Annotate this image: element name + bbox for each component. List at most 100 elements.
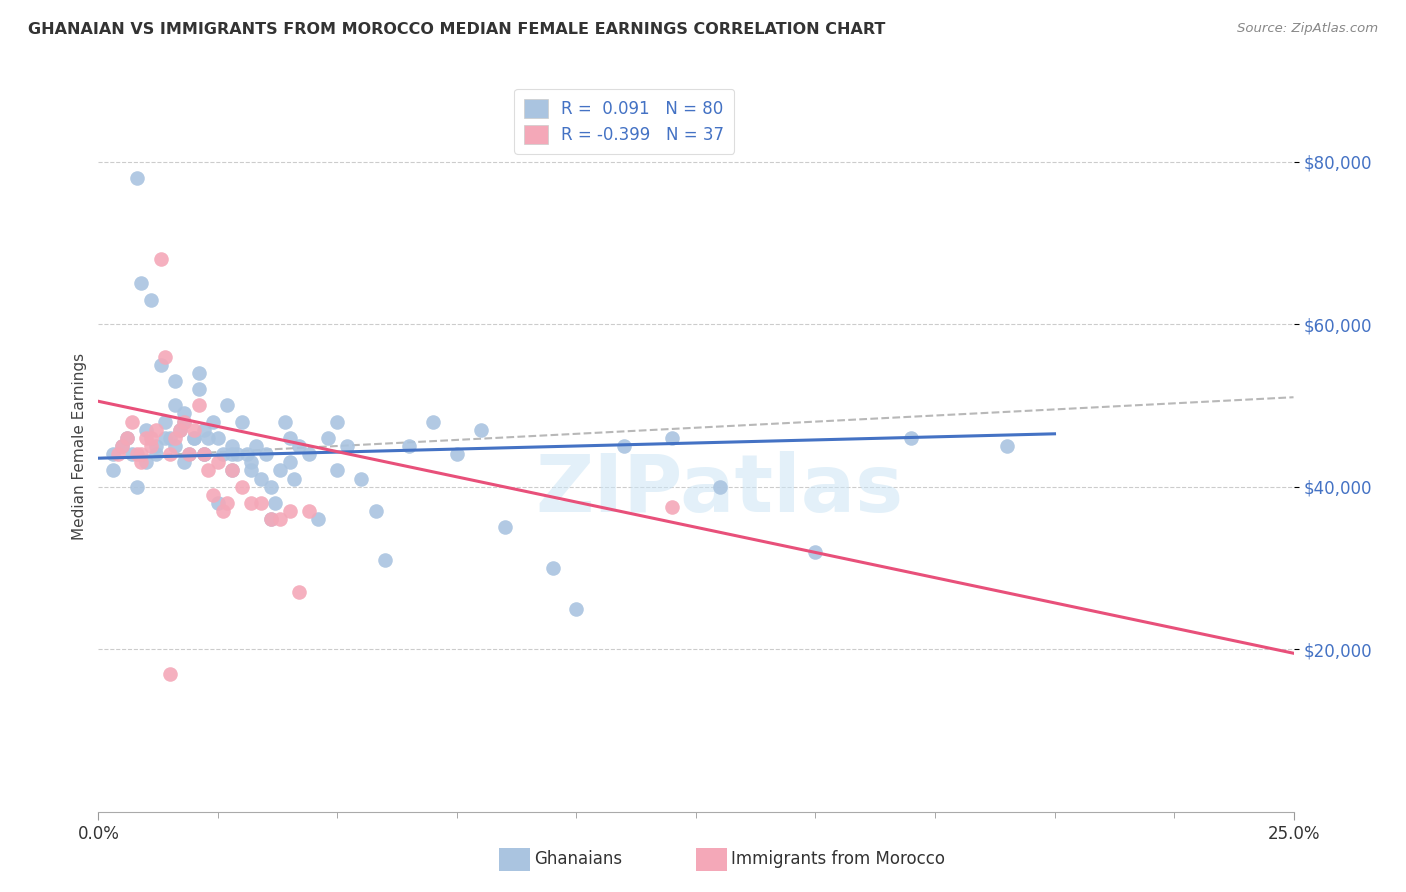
Point [661, 500, 683, 514]
Point [326, 415, 349, 429]
Point [231, 480, 253, 494]
Point [202, 488, 225, 502]
Point [207, 496, 229, 510]
Point [125, 480, 148, 494]
Point [398, 439, 420, 453]
Point [107, 447, 129, 461]
Point [804, 544, 827, 558]
Point [139, 293, 162, 307]
Point [422, 415, 444, 429]
Point [101, 447, 124, 461]
Point [121, 447, 143, 461]
Point [221, 463, 243, 477]
Text: Ghanaians: Ghanaians [534, 850, 623, 868]
Point [173, 455, 195, 469]
Point [125, 447, 148, 461]
Point [155, 431, 177, 445]
Point [278, 431, 301, 445]
Point [259, 512, 281, 526]
Point [131, 277, 153, 291]
Point [211, 447, 233, 461]
Point [163, 439, 186, 453]
Point [221, 439, 243, 453]
Point [254, 447, 277, 461]
Point [269, 463, 291, 477]
Point [163, 374, 186, 388]
Point [179, 447, 201, 461]
Point [231, 415, 253, 429]
Point [187, 382, 209, 396]
Point [221, 447, 243, 461]
Point [101, 463, 124, 477]
Point [183, 423, 205, 437]
Point [145, 439, 167, 453]
Point [661, 431, 683, 445]
Point [259, 480, 281, 494]
Point [250, 496, 273, 510]
Point [240, 455, 263, 469]
Point [179, 447, 201, 461]
Point [111, 439, 134, 453]
Point [125, 170, 148, 185]
Text: Immigrants from Morocco: Immigrants from Morocco [731, 850, 945, 868]
Point [250, 471, 273, 485]
Point [245, 439, 267, 453]
Point [316, 431, 339, 445]
Point [155, 350, 177, 364]
Point [121, 415, 143, 429]
Point [187, 398, 209, 412]
Point [149, 358, 172, 372]
Point [207, 431, 229, 445]
Point [197, 463, 219, 477]
Point [163, 398, 186, 412]
Point [259, 512, 281, 526]
Point [565, 601, 588, 615]
Point [149, 252, 172, 266]
Point [183, 431, 205, 445]
Point [163, 431, 186, 445]
Point [274, 415, 297, 429]
Point [111, 439, 134, 453]
Point [613, 439, 636, 453]
Point [374, 553, 396, 567]
Point [135, 431, 157, 445]
Point [995, 439, 1018, 453]
Point [145, 447, 167, 461]
Point [193, 447, 215, 461]
Text: ZIPatlas: ZIPatlas [536, 450, 904, 529]
Point [193, 423, 215, 437]
Point [278, 455, 301, 469]
Point [709, 480, 731, 494]
Y-axis label: Median Female Earnings: Median Female Earnings [72, 352, 87, 540]
Point [264, 496, 287, 510]
Text: Source: ZipAtlas.com: Source: ZipAtlas.com [1237, 22, 1378, 36]
Point [139, 431, 162, 445]
Point [541, 561, 564, 575]
Point [202, 415, 225, 429]
Point [364, 504, 387, 518]
Point [226, 447, 249, 461]
Point [135, 423, 157, 437]
Point [131, 455, 153, 469]
Point [350, 471, 373, 485]
Point [269, 512, 291, 526]
Point [207, 455, 229, 469]
Point [193, 447, 215, 461]
Point [283, 471, 305, 485]
Point [139, 439, 162, 453]
Text: GHANAIAN VS IMMIGRANTS FROM MOROCCO MEDIAN FEMALE EARNINGS CORRELATION CHART: GHANAIAN VS IMMIGRANTS FROM MOROCCO MEDI… [28, 22, 886, 37]
Point [169, 423, 191, 437]
Point [298, 447, 321, 461]
Point [494, 520, 516, 534]
Point [288, 585, 311, 599]
Point [131, 447, 153, 461]
Point [240, 463, 263, 477]
Point [278, 504, 301, 518]
Point [197, 431, 219, 445]
Point [159, 431, 181, 445]
Point [135, 455, 157, 469]
Point [173, 407, 195, 421]
Point [173, 415, 195, 429]
Point [211, 504, 233, 518]
Point [298, 504, 321, 518]
